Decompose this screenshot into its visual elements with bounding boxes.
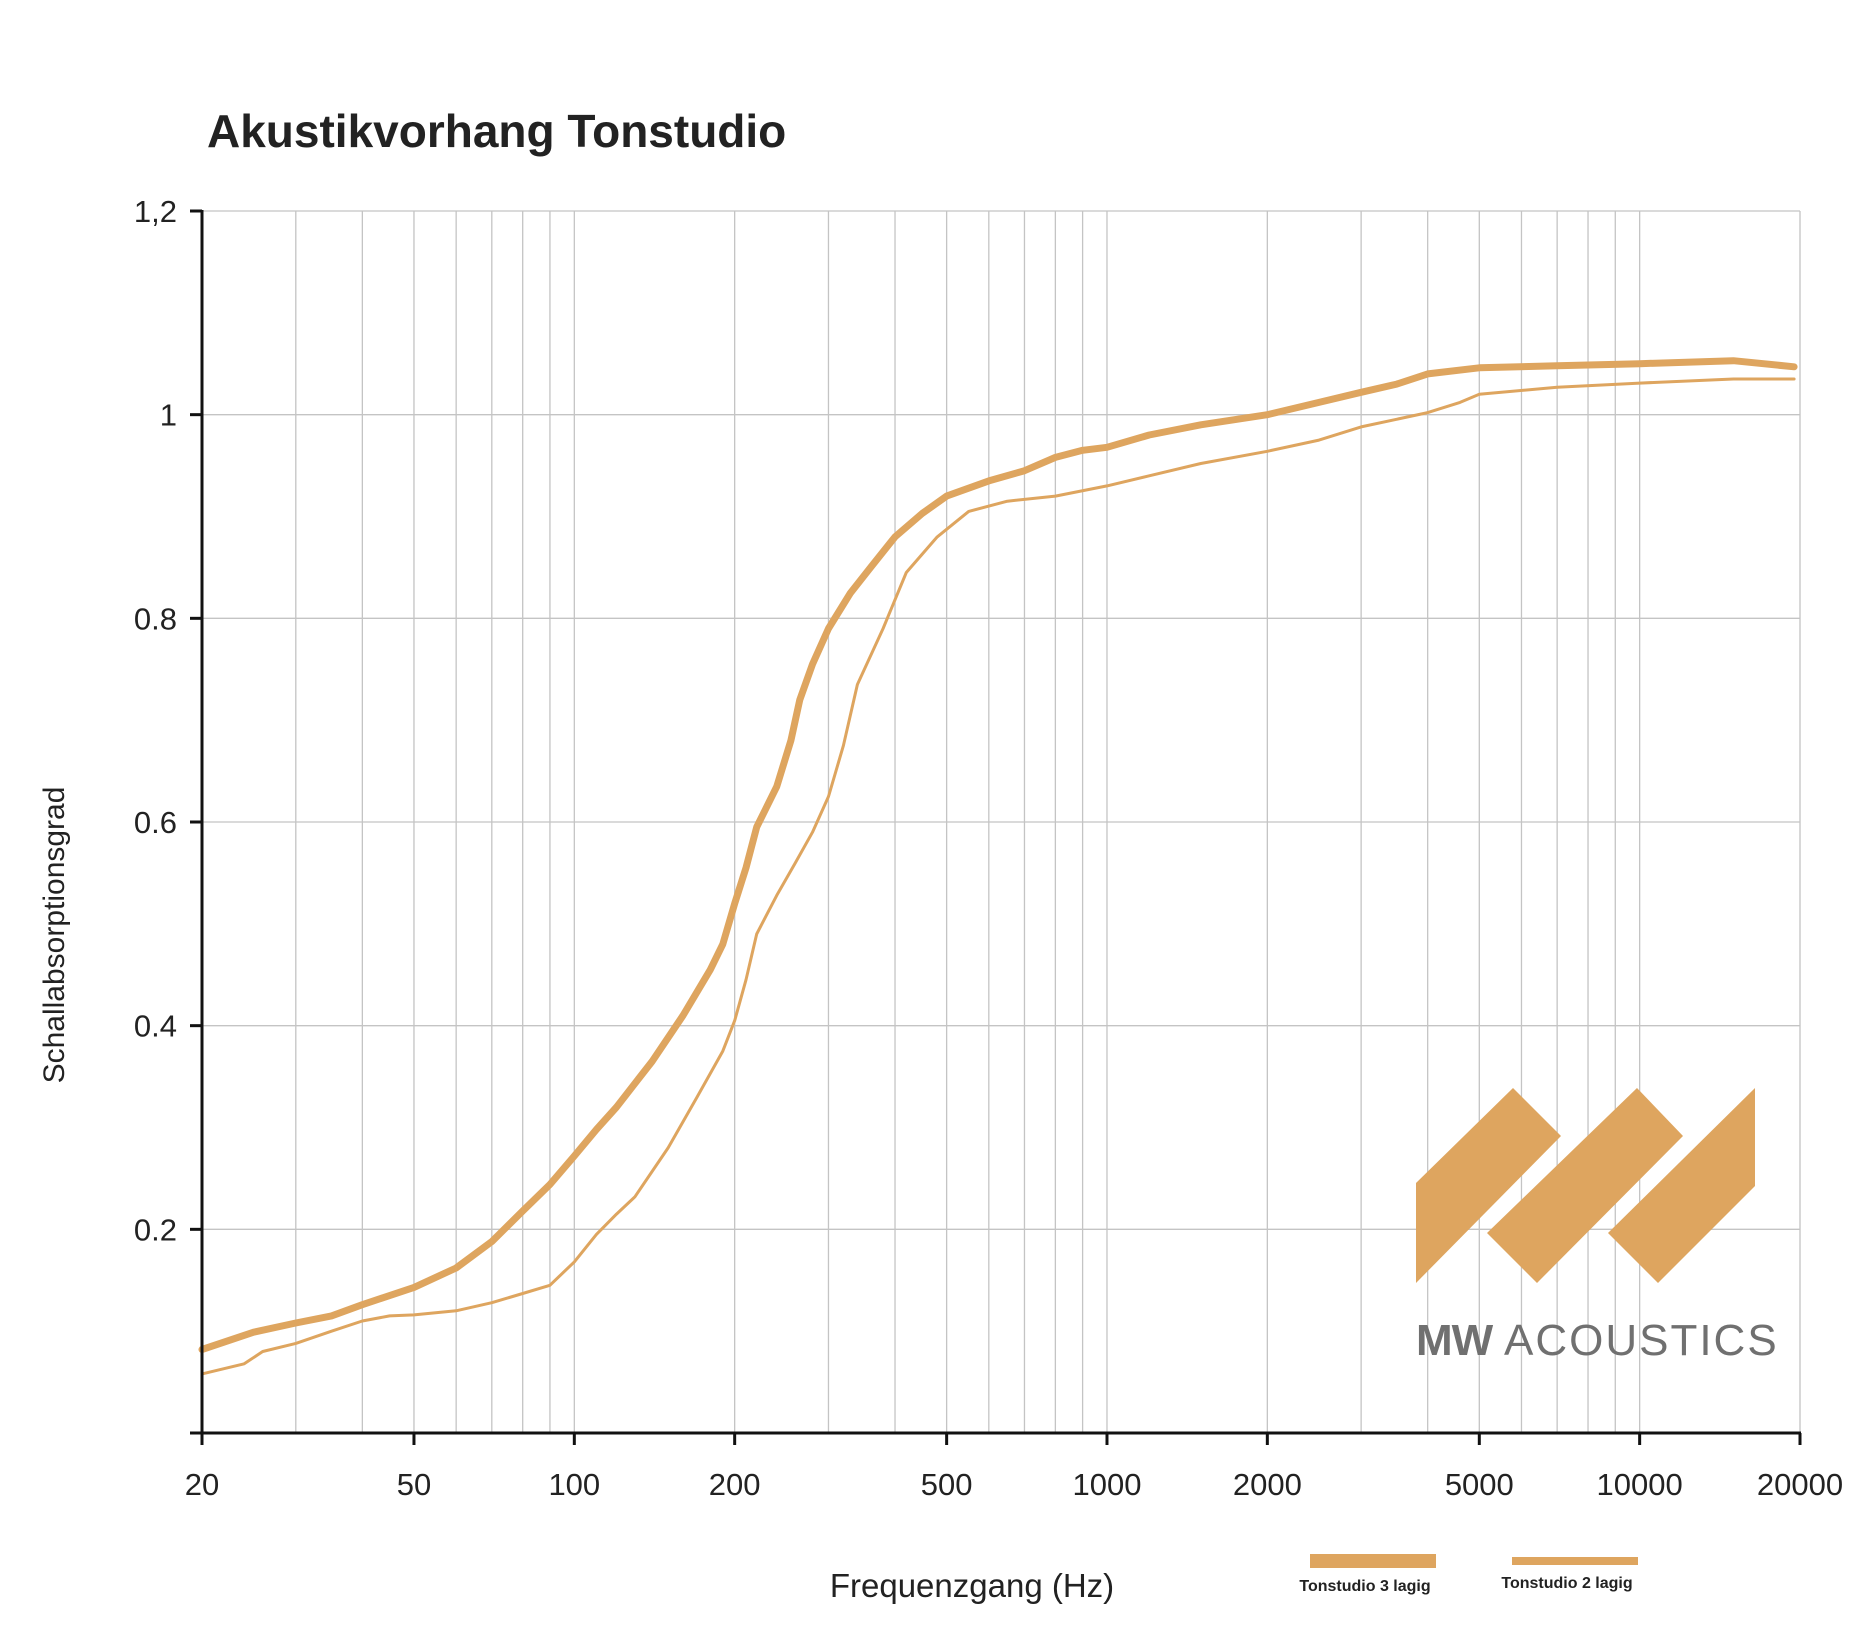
x-tick-label: 1000: [1073, 1467, 1142, 1502]
x-tick-label: 10000: [1597, 1467, 1683, 1502]
logo-shape-left: [1416, 1088, 1561, 1283]
y-tick-label: 0.4: [134, 1009, 177, 1044]
legend-item-3-lagig: Tonstudio 3 lagig: [1290, 1554, 1440, 1596]
legend-label: Tonstudio 3 lagig: [1299, 1578, 1431, 1595]
x-tick-label: 100: [548, 1467, 600, 1502]
x-tick-label: 20: [185, 1467, 219, 1502]
brand-wordmark-bold: MW: [1416, 1316, 1493, 1365]
legend-swatch-thick: [1310, 1554, 1436, 1568]
x-tick-label: 20000: [1757, 1467, 1843, 1502]
chart-title: Akustikvorhang Tonstudio: [207, 105, 787, 157]
series-line-tonstudio-2-lagig: [200, 377, 1796, 1376]
mw-acoustics-logo-icon: [1416, 1088, 1755, 1283]
x-axis-label: Frequenzgang (Hz): [829, 1567, 1115, 1604]
x-tick-label: 200: [709, 1467, 761, 1502]
x-tick-label: 2000: [1233, 1467, 1302, 1502]
y-axis-label: Schallabsorptionsgrad: [38, 786, 71, 1084]
y-tick-label: 1: [160, 398, 177, 433]
series-line-tonstudio-3-lagig: [198, 357, 1798, 1353]
y-tick-label: 0.6: [134, 805, 177, 840]
brand-wordmark-text: ACOUSTICS: [1503, 1316, 1779, 1365]
y-tick-label: 0.8: [134, 601, 177, 636]
y-tick-label: 0.2: [134, 1212, 177, 1247]
x-tick-label: 5000: [1445, 1467, 1514, 1502]
x-tick-label: 50: [397, 1467, 431, 1502]
legend-item-2-lagig: Tonstudio 2 lagig: [1492, 1554, 1642, 1593]
logo-shape-right: [1608, 1088, 1755, 1283]
logo-shape-middle: [1487, 1088, 1683, 1283]
axes: [190, 209, 1802, 1445]
series-lines: [198, 357, 1798, 1376]
brand-wordmark: MW ACOUSTICS: [1416, 1316, 1779, 1366]
y-tick-label: 1,2: [134, 194, 177, 229]
legend-swatch-thin: [1512, 1557, 1638, 1565]
legend-label: Tonstudio 2 lagig: [1501, 1575, 1633, 1592]
tick-labels: 0.2 0.4 0.6 0.8 1 1,2 20 50 100 200 500 1000 2000 500…: [134, 194, 1843, 1502]
x-tick-label: 500: [921, 1467, 973, 1502]
